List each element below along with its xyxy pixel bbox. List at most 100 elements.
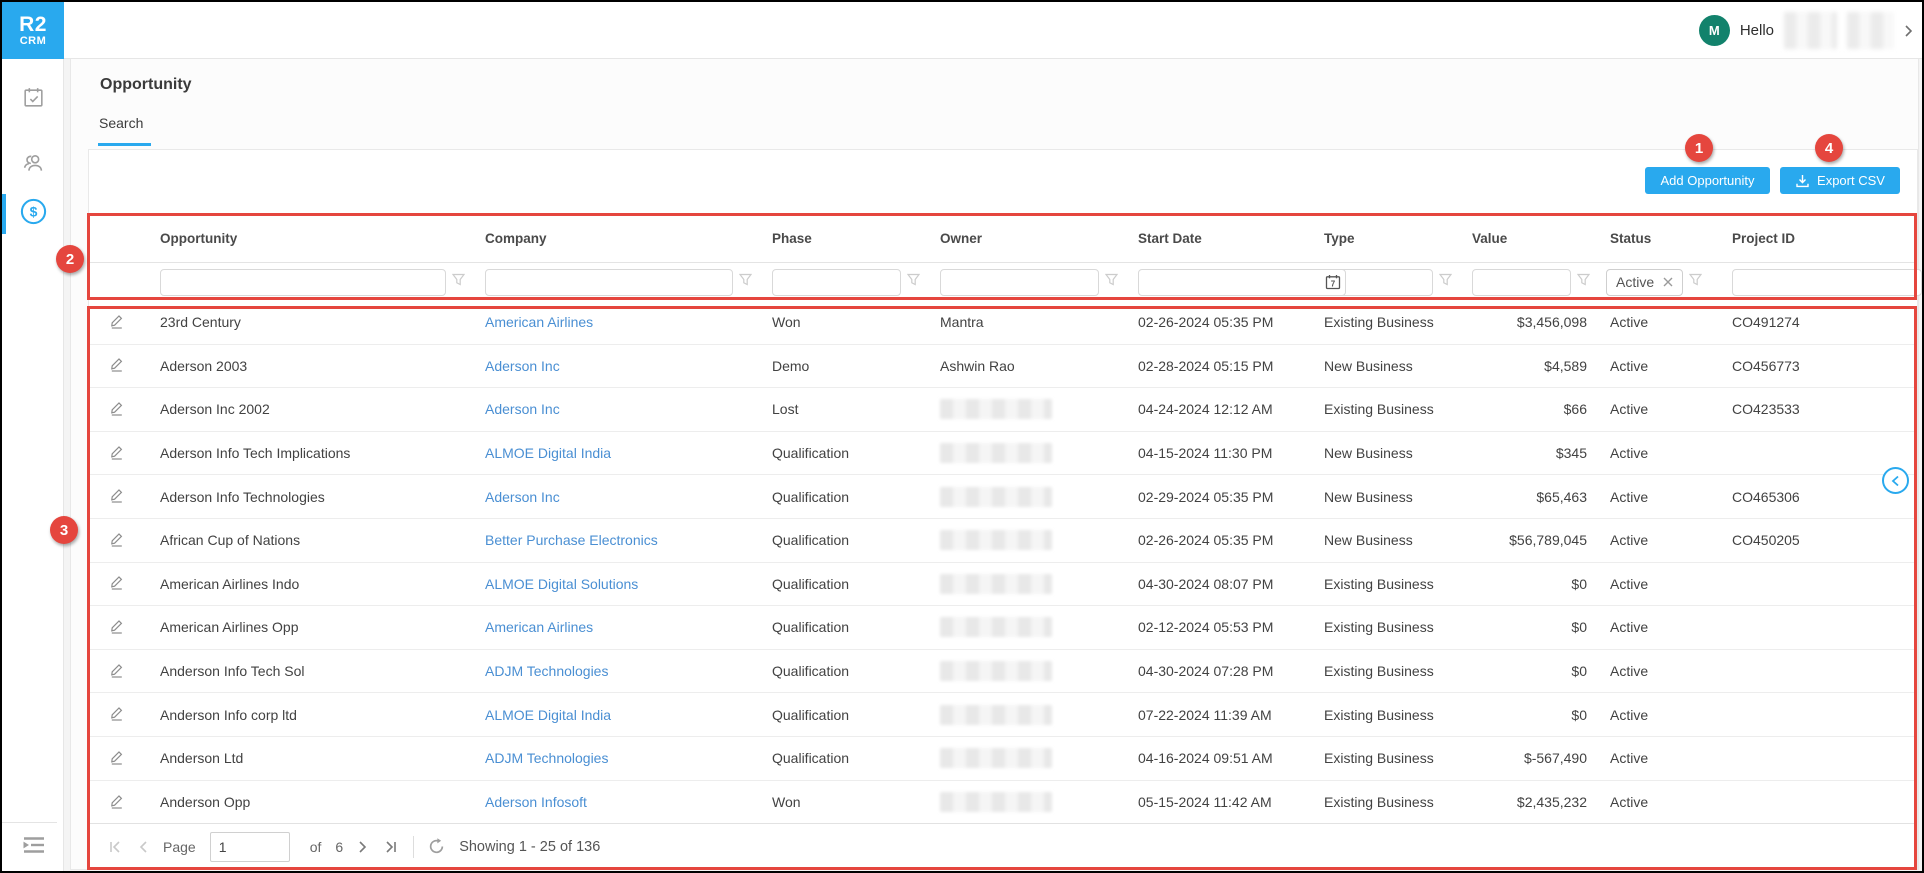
status-filter-chip[interactable]: Active: [1606, 268, 1684, 296]
phase-cell: Won: [772, 794, 801, 811]
company-link[interactable]: ADJM Technologies: [485, 750, 609, 767]
column-header-company[interactable]: Company: [485, 230, 547, 246]
table-row[interactable]: American Airlines Opp American Airlines …: [89, 606, 1917, 650]
first-page-button[interactable]: [107, 840, 123, 854]
start-date-cell: 04-30-2024 07:28 PM: [1138, 663, 1274, 680]
app-logo[interactable]: R2 CRM: [2, 2, 64, 59]
refresh-icon[interactable]: [428, 838, 445, 855]
table-row[interactable]: Aderson Inc 2002 Aderson Inc Lost 04-24-…: [89, 388, 1917, 432]
column-header-start-date[interactable]: Start Date: [1138, 230, 1202, 246]
company-link[interactable]: Aderson Inc: [485, 401, 560, 418]
funnel-icon[interactable]: [1438, 273, 1453, 291]
sidebar-item-contacts[interactable]: [2, 142, 64, 186]
sidebar-item-tasks[interactable]: [2, 78, 64, 122]
next-page-button[interactable]: [357, 840, 369, 854]
phase-cell: Qualification: [772, 663, 850, 680]
sidebar-item-opportunities[interactable]: $: [2, 192, 64, 236]
edit-pencil-icon[interactable]: [109, 793, 125, 812]
edit-cell: [89, 563, 144, 606]
chip-close-icon[interactable]: [1663, 277, 1673, 287]
funnel-icon[interactable]: [1688, 273, 1703, 291]
column-header-status[interactable]: Status: [1610, 230, 1652, 246]
funnel-icon[interactable]: [1104, 273, 1119, 291]
owner-cell: Ashwin Rao: [940, 357, 1015, 374]
value-filter-input[interactable]: [1472, 268, 1571, 296]
company-link[interactable]: Aderson Inc: [485, 357, 560, 374]
start-date-cell: 04-30-2024 08:07 PM: [1138, 575, 1274, 592]
table-row[interactable]: Aderson Info Technologies Aderson Inc Qu…: [89, 475, 1917, 519]
user-menu[interactable]: M Hello: [1698, 2, 1912, 59]
avatar[interactable]: M: [1698, 15, 1730, 46]
value-cell: $-567,490: [1523, 750, 1587, 767]
table-row[interactable]: Anderson Info corp ltd ALMOE Digital Ind…: [89, 693, 1917, 737]
table-row[interactable]: Aderson Info Tech Implications ALMOE Dig…: [89, 432, 1917, 476]
company-link[interactable]: Aderson Inc: [485, 488, 560, 505]
column-header-phase[interactable]: Phase: [772, 230, 812, 246]
add-opportunity-button[interactable]: Add Opportunity: [1645, 167, 1770, 194]
collapse-panel-button[interactable]: [1882, 467, 1909, 494]
edit-pencil-icon[interactable]: [109, 487, 125, 506]
last-page-button[interactable]: [383, 840, 399, 854]
results-list: 23rd Century American Airlines Won Mantr…: [89, 301, 1917, 824]
company-filter-input[interactable]: [485, 268, 733, 296]
filter-phase: [756, 268, 924, 296]
company-link[interactable]: American Airlines: [485, 619, 594, 636]
funnel-icon[interactable]: [1576, 273, 1591, 291]
edit-pencil-icon[interactable]: [109, 313, 125, 332]
page-title: Opportunity: [100, 76, 192, 93]
table-row[interactable]: Aderson 2003 Aderson Inc Demo Ashwin Rao…: [89, 345, 1917, 389]
edit-pencil-icon[interactable]: [109, 574, 125, 593]
funnel-icon[interactable]: [451, 273, 466, 291]
type-cell: Existing Business: [1324, 619, 1434, 636]
chevron-right-icon[interactable]: [1904, 24, 1912, 37]
table-row[interactable]: Anderson Opp Aderson Infosoft Won 05-15-…: [89, 781, 1917, 825]
column-header-value[interactable]: Value: [1472, 230, 1508, 246]
edit-pencil-icon[interactable]: [109, 618, 125, 637]
edit-cell: [89, 650, 144, 693]
redacted-owner: [940, 661, 1052, 682]
tab-search[interactable]: Search: [99, 115, 144, 131]
edit-pencil-icon[interactable]: [109, 356, 125, 375]
phase-filter-input[interactable]: [772, 268, 901, 296]
edit-pencil-icon[interactable]: [109, 662, 125, 681]
sidebar-item-menu[interactable]: [2, 825, 64, 869]
export-csv-button[interactable]: Export CSV: [1780, 167, 1900, 194]
table-row[interactable]: Anderson Ltd ADJM Technologies Qualifica…: [89, 737, 1917, 781]
company-link[interactable]: ALMOE Digital India: [485, 706, 612, 723]
type-cell: New Business: [1324, 488, 1413, 505]
table-row[interactable]: Anderson Info Tech Sol ADJM Technologies…: [89, 650, 1917, 694]
column-header-opportunity[interactable]: Opportunity: [160, 230, 238, 246]
table-row[interactable]: 23rd Century American Airlines Won Mantr…: [89, 301, 1917, 345]
funnel-icon[interactable]: [906, 273, 921, 291]
column-header-type[interactable]: Type: [1324, 230, 1355, 246]
page-number-input[interactable]: [209, 831, 290, 862]
status-cell: Active: [1610, 663, 1649, 680]
company-link[interactable]: ADJM Technologies: [485, 663, 609, 680]
funnel-icon[interactable]: [738, 273, 753, 291]
calendar-icon[interactable]: 7: [1325, 274, 1341, 295]
project-id-filter-input[interactable]: [1732, 268, 1922, 296]
previous-page-button[interactable]: [137, 840, 149, 854]
start-date-filter-input[interactable]: [1138, 268, 1346, 296]
column-header-project-id[interactable]: Project ID: [1732, 230, 1796, 246]
edit-pencil-icon[interactable]: [109, 705, 125, 724]
filter-status: Active: [1594, 268, 1716, 296]
company-link[interactable]: Aderson Infosoft: [485, 794, 587, 811]
table-row[interactable]: African Cup of Nations Better Purchase E…: [89, 519, 1917, 563]
type-cell: New Business: [1324, 357, 1413, 374]
table-row[interactable]: American Airlines Indo ALMOE Digital Sol…: [89, 563, 1917, 607]
company-link[interactable]: ALMOE Digital Solutions: [485, 575, 639, 592]
company-link[interactable]: American Airlines: [485, 314, 594, 331]
owner-filter-input[interactable]: [940, 268, 1099, 296]
edit-pencil-icon[interactable]: [109, 400, 125, 419]
opportunity-filter-input[interactable]: [160, 268, 446, 296]
edit-pencil-icon[interactable]: [109, 444, 125, 463]
owner-cell: Mantra: [940, 314, 984, 331]
edit-pencil-icon[interactable]: [109, 749, 125, 768]
column-header-owner[interactable]: Owner: [940, 230, 983, 246]
value-cell: $4,589: [1544, 357, 1587, 374]
edit-pencil-icon[interactable]: [109, 531, 125, 550]
company-link[interactable]: Better Purchase Electronics: [485, 532, 658, 549]
company-link[interactable]: ALMOE Digital India: [485, 445, 612, 462]
